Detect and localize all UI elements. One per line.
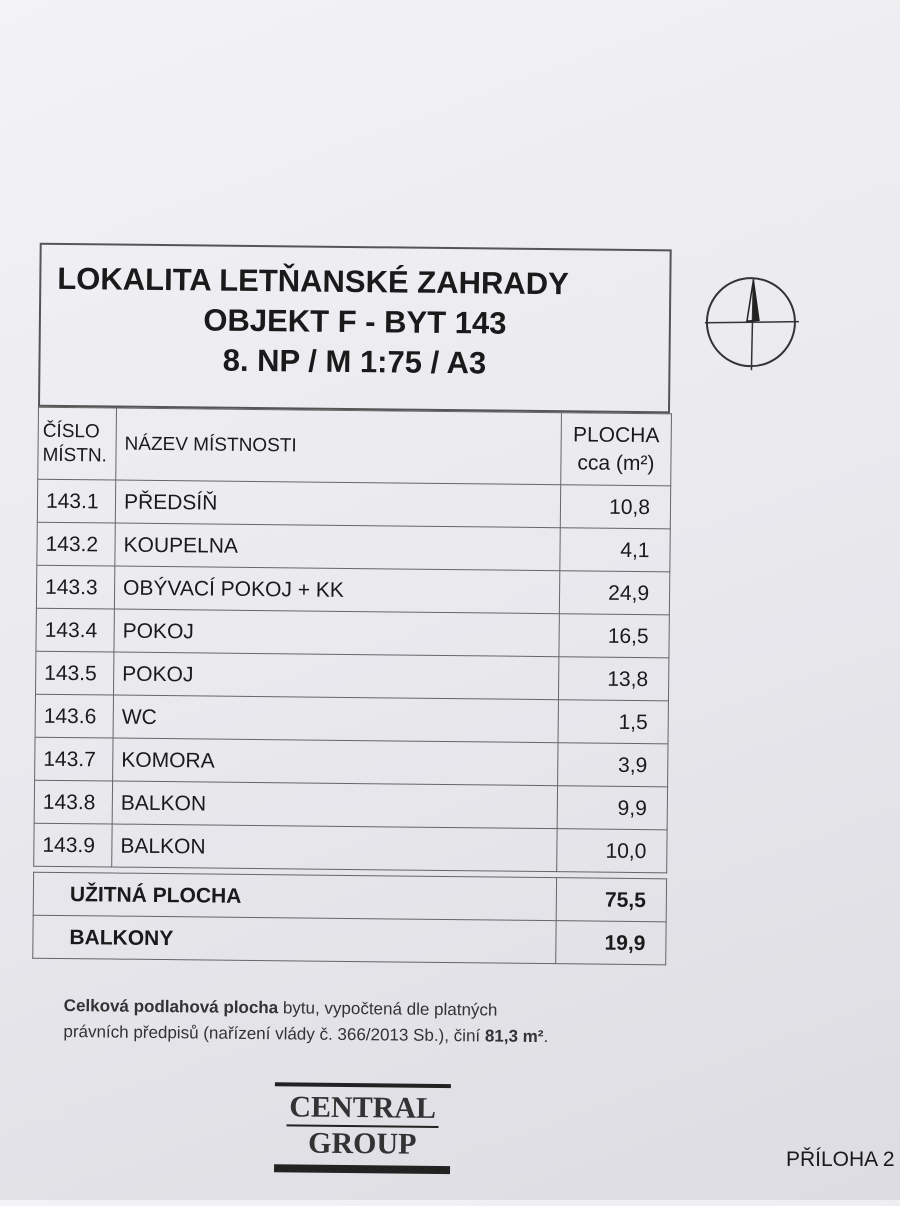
total-value: 19,9 xyxy=(555,920,667,965)
room-area: 10,0 xyxy=(556,828,668,873)
room-number: 143.9 xyxy=(33,823,113,868)
room-name: PŘEDSÍŇ xyxy=(115,480,561,528)
footnote-total-area: 81,3 m² xyxy=(484,1026,544,1047)
room-name: OBÝVACÍ POKOJ + KK xyxy=(114,566,560,614)
header-area-l1: PLOCHA xyxy=(572,422,660,447)
room-name: POKOJ xyxy=(113,652,559,700)
header-number-l1: ČÍSLO xyxy=(42,420,100,442)
footnote-text1: bytu, vypočtená dle platných xyxy=(278,998,498,1020)
room-number: 143.7 xyxy=(34,737,114,782)
room-number: 143.1 xyxy=(37,479,116,524)
table-header: ČÍSLO MÍSTN. NÁZEV MÍSTNOSTI PLOCHA cca (m… xyxy=(37,407,672,486)
table-row: 143.3 OBÝVACÍ POKOJ + KK 24,9 xyxy=(36,565,670,615)
footnote-text2: právních předpisů (nařízení vlády č. 366… xyxy=(63,1022,486,1046)
room-name: POKOJ xyxy=(113,609,560,657)
room-number: 143.2 xyxy=(36,522,116,567)
table-row: 143.5 POKOJ 13,8 xyxy=(35,651,669,701)
central-group-logo: CENTRAL GROUP xyxy=(274,1082,451,1175)
total-row: BALKONY 19,9 xyxy=(32,915,667,965)
room-number: 143.6 xyxy=(35,694,114,739)
attachment-label: PŘÍLOHA 2 xyxy=(786,1148,895,1171)
title-locality: LOKALITA LETŇANSKÉ ZAHRADY xyxy=(57,260,569,302)
room-number: 143.4 xyxy=(35,608,115,653)
room-area: 24,9 xyxy=(559,570,670,615)
header-name: NÁZEV MÍSTNOSTI xyxy=(115,408,562,485)
table-row: 143.2 KOUPELNA 4,1 xyxy=(36,522,671,572)
room-area: 4,1 xyxy=(559,527,671,572)
table-row: 143.9 BALKON 10,0 xyxy=(33,823,668,873)
room-name: KOMORA xyxy=(112,738,559,786)
header-number-l2: MÍSTN. xyxy=(42,444,108,466)
table-row: 143.4 POKOJ 16,5 xyxy=(35,608,670,658)
north-arrow-icon xyxy=(704,277,799,371)
room-area: 3,9 xyxy=(557,742,669,787)
room-number: 143.3 xyxy=(36,565,115,610)
room-number: 143.5 xyxy=(35,651,114,696)
room-table: ČÍSLO MÍSTN. NÁZEV MÍSTNOSTI PLOCHA cca (m… xyxy=(32,407,672,966)
footnote-bold-label: Celková podlahová plocha xyxy=(63,996,279,1018)
logo-line2: GROUP xyxy=(286,1124,439,1162)
room-name: BALKON xyxy=(112,781,558,829)
table-row: 143.6 WC 1,5 xyxy=(35,694,669,744)
room-number: 143.8 xyxy=(34,780,113,825)
room-area: 10,8 xyxy=(560,484,671,529)
room-area: 16,5 xyxy=(558,613,670,658)
room-name: WC xyxy=(113,695,559,743)
room-area: 13,8 xyxy=(558,656,669,701)
table-row: 143.7 KOMORA 3,9 xyxy=(34,737,669,787)
room-area: 1,5 xyxy=(558,699,669,744)
title-object: OBJEKT F - BYT 143 xyxy=(203,302,507,341)
room-name: KOUPELNA xyxy=(114,523,561,571)
room-area: 9,9 xyxy=(557,785,668,830)
footnote: Celková podlahová plocha bytu, vypočtená… xyxy=(63,993,548,1050)
room-name: BALKON xyxy=(111,824,558,872)
table-row: 143.1 PŘEDSÍŇ 10,8 xyxy=(37,479,671,529)
logo-line1: CENTRAL xyxy=(289,1090,437,1125)
header-area: PLOCHA cca (m²) xyxy=(560,412,672,486)
title-block: LOKALITA LETŇANSKÉ ZAHRADY OBJEKT F - BY… xyxy=(38,242,672,414)
total-row: UŽITNÁ PLOCHA 75,5 xyxy=(33,872,667,922)
footnote-end: . xyxy=(543,1027,549,1047)
table-row: 143.8 BALKON 9,9 xyxy=(34,780,668,830)
header-number: ČÍSLO MÍSTN. xyxy=(37,407,117,481)
total-value: 75,5 xyxy=(556,877,667,922)
header-area-l2: cca (m²) xyxy=(577,450,655,475)
total-label: UŽITNÁ PLOCHA xyxy=(33,872,557,921)
total-label: BALKONY xyxy=(32,915,557,964)
title-floor-scale: 8. NP / M 1:75 / A3 xyxy=(222,342,487,381)
